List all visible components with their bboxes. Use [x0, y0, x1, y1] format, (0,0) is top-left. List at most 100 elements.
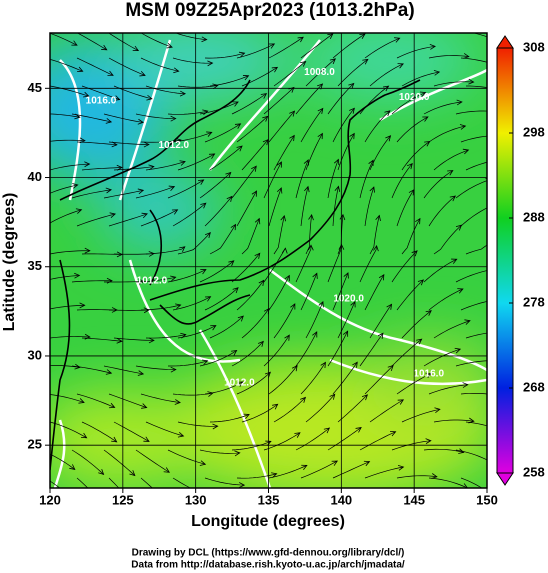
streamline-arrow: [179, 90, 187, 97]
colorbar-tick-label: 308: [523, 39, 545, 54]
streamline-arrow: [141, 212, 148, 219]
streamline-arrow: [71, 40, 78, 46]
streamline: [50, 304, 85, 310]
streamline: [273, 303, 296, 339]
streamline: [167, 449, 206, 465]
streamline: [401, 408, 440, 423]
streamline-arrow: [352, 361, 358, 368]
streamline-arrow: [201, 359, 209, 366]
streamline: [273, 215, 285, 255]
streamline: [268, 110, 295, 143]
isobars: [53, 39, 487, 488]
streamline-arrow: [329, 393, 336, 400]
streamline: [332, 186, 339, 227]
streamline: [199, 172, 232, 199]
streamline: [209, 224, 236, 255]
x-tick-label: 135: [258, 492, 280, 507]
streamline: [460, 301, 487, 311]
streamline-arrow: [268, 43, 276, 49]
streamline: [103, 365, 144, 375]
title: MSM 09Z25Apr2023 (1013.2hPa): [125, 0, 414, 21]
streamline: [167, 269, 207, 283]
streamline: [295, 331, 318, 367]
streamline: [337, 133, 355, 171]
streamline-arrow: [307, 244, 314, 251]
streamline-arrow: [276, 161, 282, 168]
streamline-arrow: [329, 58, 337, 65]
streamline: [263, 161, 282, 199]
contour-label: 1012.0: [159, 140, 190, 151]
streamline-arrow: [451, 258, 458, 264]
streamline-arrow: [300, 60, 307, 67]
streamline: [50, 58, 83, 72]
streamline-arrow: [105, 187, 112, 194]
streamline: [359, 431, 396, 451]
streamline-arrow: [105, 369, 113, 375]
streamline: [460, 392, 487, 395]
streamline-arrow: [491, 109, 496, 114]
streamline-arrow: [304, 185, 310, 193]
streamline: [108, 393, 147, 408]
streamline: [140, 304, 181, 311]
streamline-arrow: [200, 202, 207, 209]
streamline-arrow: [459, 124, 467, 130]
streamline-arrow: [212, 83, 219, 90]
streamline-arrow: [312, 272, 318, 279]
streamline: [364, 365, 394, 395]
streamline: [108, 213, 148, 227]
streamline: [199, 101, 239, 115]
streamline-arrow: [377, 332, 384, 339]
streamline-arrow: [464, 319, 471, 325]
streamline-arrow: [290, 303, 296, 310]
streamline-arrow: [175, 138, 182, 144]
streamline-arrow: [74, 272, 81, 279]
contour-label: 1020.0: [333, 294, 364, 305]
streamline: [231, 441, 271, 451]
streamline: [465, 244, 487, 255]
streamline-arrow: [137, 188, 145, 195]
streamline: [369, 63, 404, 87]
streamline: [396, 279, 424, 311]
streamline: [268, 36, 304, 59]
streamline: [81, 167, 122, 171]
streamline-arrow: [143, 141, 150, 148]
streamline: [391, 92, 426, 115]
streamline-arrow: [406, 163, 413, 170]
streamline: [50, 453, 75, 470]
streamline-arrow: [375, 214, 381, 222]
streamline: [241, 308, 270, 339]
streamline: [145, 161, 186, 171]
streamline: [305, 214, 312, 255]
streamline-arrow: [251, 190, 257, 197]
streamline-arrow: [171, 209, 179, 215]
streamline-arrow: [447, 170, 454, 176]
streamline-arrow: [111, 141, 118, 148]
streamline: [273, 135, 295, 171]
streamline: [396, 373, 432, 395]
streamline-arrow: [206, 131, 213, 137]
streamline: [455, 110, 487, 115]
streamline-arrow: [355, 427, 362, 433]
streamline-arrow: [416, 338, 423, 345]
streamline-arrow: [318, 300, 324, 308]
streamline: [369, 304, 392, 339]
colorbar-tick-label: 258: [523, 464, 545, 479]
streamline-arrow: [342, 330, 349, 337]
streamline-arrow: [348, 82, 355, 89]
streamline: [71, 189, 112, 199]
isobar: [209, 39, 321, 171]
streamline: [295, 83, 323, 115]
streamline-arrow: [271, 472, 278, 478]
isobar: [53, 419, 66, 488]
x-tick-label: 145: [403, 492, 425, 507]
streamline-arrow: [522, 366, 527, 371]
streamline-arrow: [349, 107, 355, 114]
streamline-arrow: [425, 310, 432, 316]
streamline: [231, 253, 261, 283]
streamline: [103, 449, 136, 476]
streamline-arrow: [533, 163, 538, 168]
x-tick-label: 125: [112, 492, 134, 507]
streamline: [167, 360, 208, 367]
streamline-arrow: [417, 279, 424, 286]
streamline-arrow: [107, 70, 114, 76]
